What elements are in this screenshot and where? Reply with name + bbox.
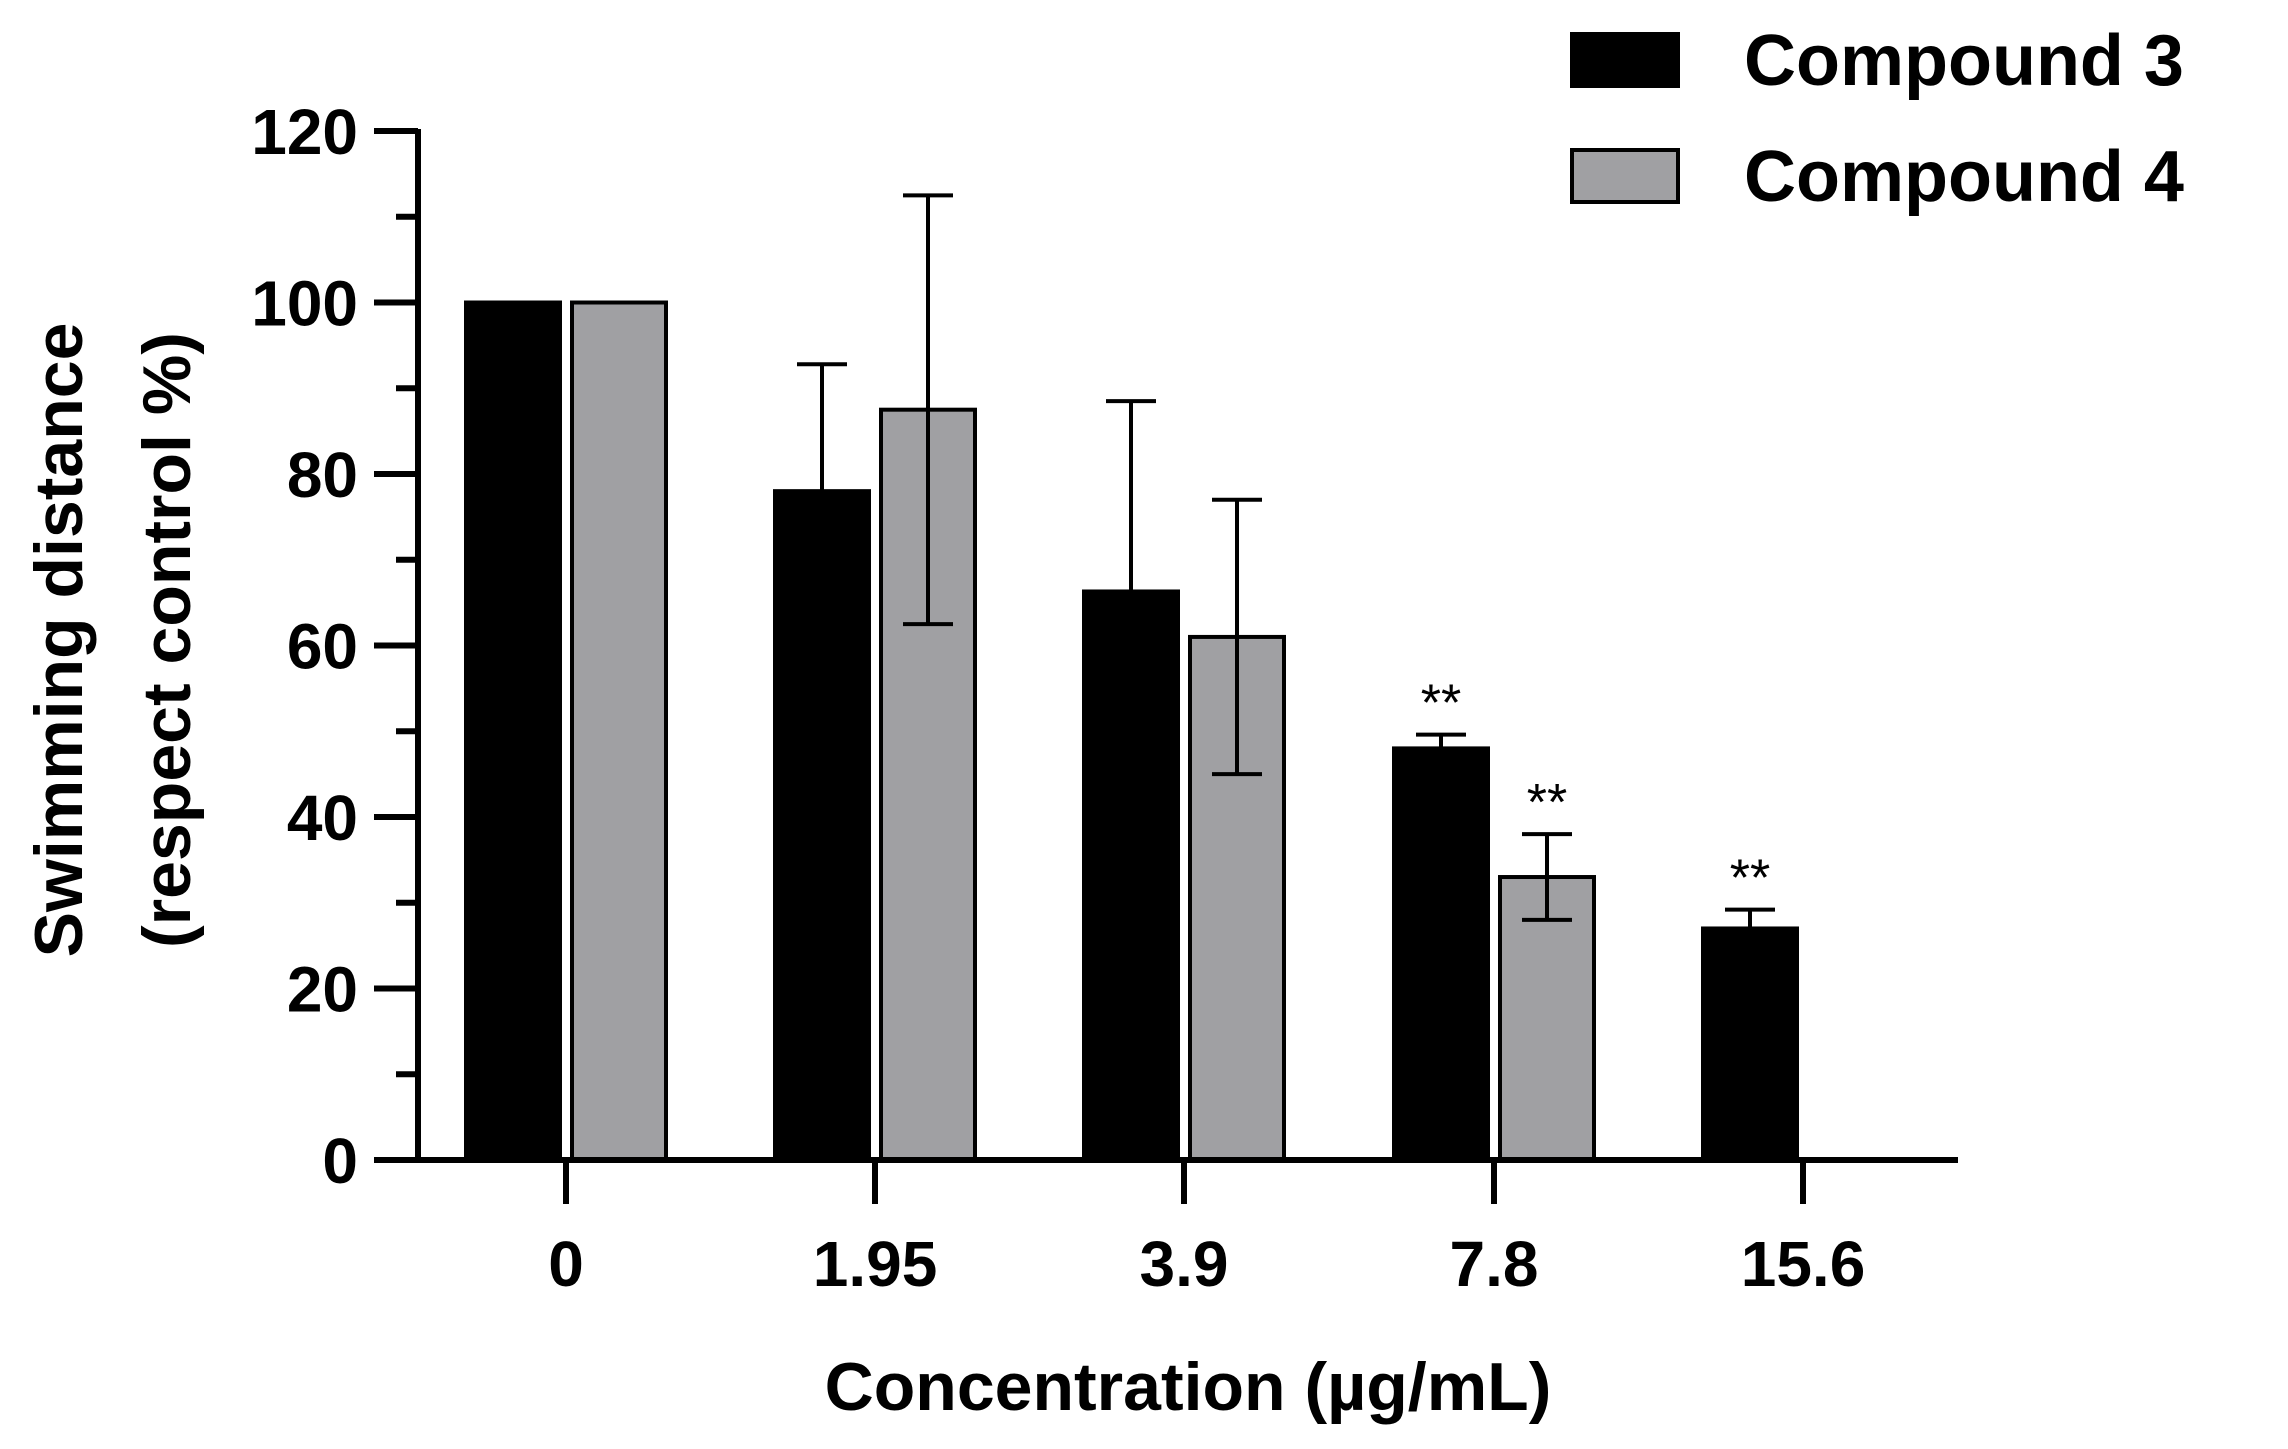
y-tick-label-120: 120 xyxy=(251,96,358,168)
x-tick-label-3.9: 3.9 xyxy=(1140,1228,1229,1300)
significance-marker-compound-3-15.6: ** xyxy=(1730,850,1770,908)
x-tick-label-7.8: 7.8 xyxy=(1450,1228,1539,1300)
y-tick-label-100: 100 xyxy=(251,268,358,340)
legend-swatch-compound-3 xyxy=(1570,32,1680,88)
legend-label-compound-4: Compound 4 xyxy=(1744,137,2184,217)
y-tick-label-60: 60 xyxy=(287,611,358,683)
y-tick-label-80: 80 xyxy=(287,439,358,511)
bar-compound-3-3.9 xyxy=(1082,589,1180,1162)
x-axis-title: Concentration (µg/mL) xyxy=(825,1349,1552,1425)
x-tick-label-0: 0 xyxy=(548,1228,584,1300)
y-tick-label-20: 20 xyxy=(287,954,358,1026)
y-axis-title-line2: (respect control %) xyxy=(129,332,205,948)
bar-compound-4-0 xyxy=(570,300,668,1162)
significance-marker-compound-3-7.8: ** xyxy=(1421,675,1461,733)
y-tick-label-0: 0 xyxy=(322,1125,358,1197)
x-tick-label-15.6: 15.6 xyxy=(1741,1228,1866,1300)
bar-compound-3-0 xyxy=(464,300,562,1162)
y-axis-title-line1: Swimming distance xyxy=(21,323,97,958)
significance-marker-compound-4-7.8: ** xyxy=(1527,774,1567,832)
bar-compound-3-1.95 xyxy=(773,489,871,1162)
bar-compound-3-15.6 xyxy=(1701,926,1799,1162)
bar-compound-3-7.8 xyxy=(1392,746,1490,1163)
legend-label-compound-3: Compound 3 xyxy=(1744,21,2184,101)
y-tick-label-40: 40 xyxy=(287,782,358,854)
legend-swatch-compound-4 xyxy=(1570,148,1680,204)
x-tick-label-1.95: 1.95 xyxy=(813,1228,938,1300)
